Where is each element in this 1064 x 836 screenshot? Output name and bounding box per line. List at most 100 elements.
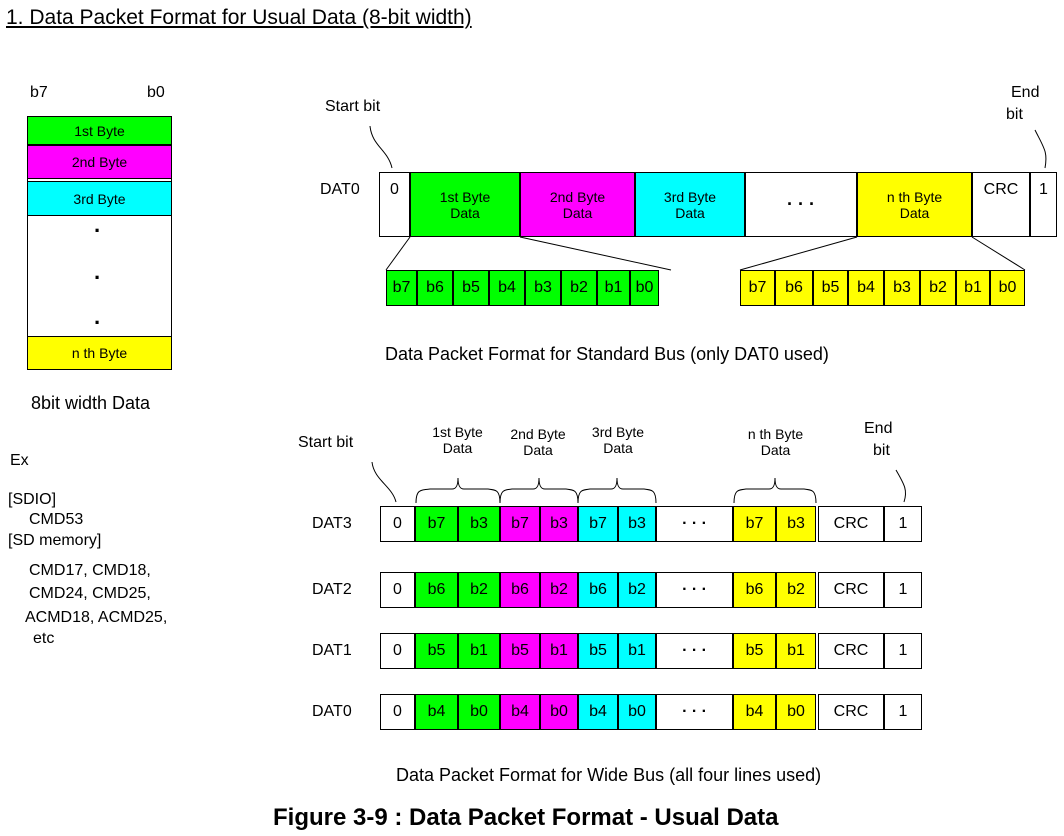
wide-ellipsis-cell: · · · (656, 506, 733, 542)
wide-bit-cell: b6 (415, 572, 458, 608)
std-byte-1: 1st Byte Data (410, 172, 520, 237)
column-byte-n: n th Byte (27, 336, 172, 370)
std-byte-1-l1: 1st Byte (439, 188, 491, 205)
bit-cell: b6 (775, 270, 813, 306)
std-start-cell: 0 (379, 172, 410, 237)
std-crc-cell: CRC (972, 172, 1030, 237)
std-ellipsis: · · · (745, 172, 857, 237)
wide-end-cell: 1 (884, 633, 922, 669)
example-line: etc (33, 630, 55, 647)
wide-start-leader (371, 461, 397, 503)
wide-bit-cell: b1 (776, 633, 816, 669)
column-byte-1: 1st Byte (27, 116, 172, 145)
column-byte-2: 2nd Byte (27, 145, 172, 179)
column-dot-1: · (94, 218, 102, 243)
std-start-leader (369, 125, 393, 169)
bit-cell: b2 (561, 270, 597, 306)
wide-bit-cell: b6 (733, 572, 776, 608)
bit-cell: b7 (740, 270, 775, 306)
wide-start-bit-label: Start bit (298, 434, 354, 451)
wide-end-leader (895, 469, 907, 503)
wide-line-label: DAT3 (312, 515, 352, 532)
wide-bit-cell: b3 (776, 506, 816, 542)
wide-bit-cell: b4 (500, 694, 540, 730)
wide-bit-cell: b3 (540, 506, 578, 542)
wide-bit-cell: b5 (415, 633, 458, 669)
std-line-label: DAT0 (320, 181, 360, 198)
wide-bit-cell: b7 (733, 506, 776, 542)
bit-cell: b3 (884, 270, 920, 306)
std-byte-n-l2: Data (899, 204, 930, 221)
column-dot-3: · (94, 310, 102, 335)
wide-byte-1-label: 1st Byte Data (415, 424, 500, 456)
wide-byte-2-l2: Data (523, 442, 553, 458)
wide-bit-cell: b1 (540, 633, 578, 669)
wide-bit-cell: b1 (458, 633, 500, 669)
wide-crc-cell: CRC (818, 694, 884, 730)
column-dot-2: · (94, 265, 102, 290)
example-line: [SD memory] (8, 532, 102, 549)
bit-cell: b7 (386, 270, 417, 306)
wide-bit-cell: b7 (415, 506, 458, 542)
wide-line-label: DAT2 (312, 581, 352, 598)
wide-end-cell: 1 (884, 572, 922, 608)
wide-byte-2-l1: 2nd Byte (510, 426, 566, 442)
std-byte-2: 2nd Byte Data (520, 172, 635, 237)
std-byte-3: 3rd Byte Data (635, 172, 745, 237)
std-end-bit-label-2: bit (1006, 106, 1023, 123)
std-byte-2-l2: Data (562, 204, 593, 221)
wide-end-cell: 1 (884, 506, 922, 542)
wide-end-bit-label-2: bit (873, 442, 890, 459)
wide-bit-cell: b2 (776, 572, 816, 608)
std-byte-3-l2: Data (675, 204, 705, 221)
wide-bit-cell: b6 (500, 572, 540, 608)
wide-bit-cell: b0 (540, 694, 578, 730)
wide-byte-n-label: n th Byte Data (733, 426, 818, 458)
bit-cell: b1 (956, 270, 990, 306)
wide-bit-cell: b0 (618, 694, 656, 730)
wide-brace-2 (499, 477, 579, 504)
wide-bit-cell: b1 (618, 633, 656, 669)
bit-cell: b1 (597, 270, 630, 306)
wide-bit-cell: b4 (733, 694, 776, 730)
wide-bit-cell: b7 (578, 506, 618, 542)
bit-cell: b2 (920, 270, 956, 306)
wide-byte-n-l1: n th Byte (747, 426, 804, 442)
wide-end-cell: 1 (884, 694, 922, 730)
wide-bit-cell: b4 (578, 694, 618, 730)
std-byte-3-l1: 3rd Byte (663, 188, 717, 205)
std-start-bit-label: Start bit (325, 98, 381, 115)
wide-byte-3-label: 3rd Byte Data (578, 424, 658, 456)
std-end-cell: 1 (1030, 172, 1057, 237)
wide-caption: Data Packet Format for Wide Bus (all fou… (396, 765, 822, 785)
figure-caption: Figure 3-9 : Data Packet Format - Usual … (273, 804, 779, 831)
wide-bit-cell: b3 (618, 506, 656, 542)
std-expand-right-n (971, 236, 1026, 271)
wide-bit-cell: b2 (618, 572, 656, 608)
bit-cell: b5 (813, 270, 848, 306)
wide-byte-3-l2: Data (603, 440, 633, 456)
std-end-leader (1034, 129, 1047, 169)
wide-byte-1-l2: Data (442, 440, 473, 456)
std-expand-left-n (739, 236, 858, 271)
wide-bit-cell: b3 (458, 506, 500, 542)
wide-bit-cell: b2 (540, 572, 578, 608)
std-caption: Data Packet Format for Standard Bus (onl… (385, 344, 829, 364)
wide-ellipsis-cell: · · · (656, 572, 733, 608)
wide-byte-3-l1: 3rd Byte (591, 424, 645, 440)
wide-bit-cell: b5 (578, 633, 618, 669)
examples-heading: Ex (10, 452, 29, 469)
bit-cell: b4 (489, 270, 525, 306)
wide-bit-cell: b7 (500, 506, 540, 542)
wide-bit-cell: b5 (733, 633, 776, 669)
std-byte-1-l2: Data (450, 204, 480, 221)
bit-cell: b3 (525, 270, 561, 306)
column-byte-3: 3rd Byte (27, 181, 172, 216)
wide-start-cell: 0 (380, 633, 415, 669)
wide-line-label: DAT0 (312, 703, 352, 720)
wide-bit-cell: b5 (500, 633, 540, 669)
bit-cell: b5 (453, 270, 489, 306)
wide-bit-cell: b0 (458, 694, 500, 730)
wide-crc-cell: CRC (818, 572, 884, 608)
